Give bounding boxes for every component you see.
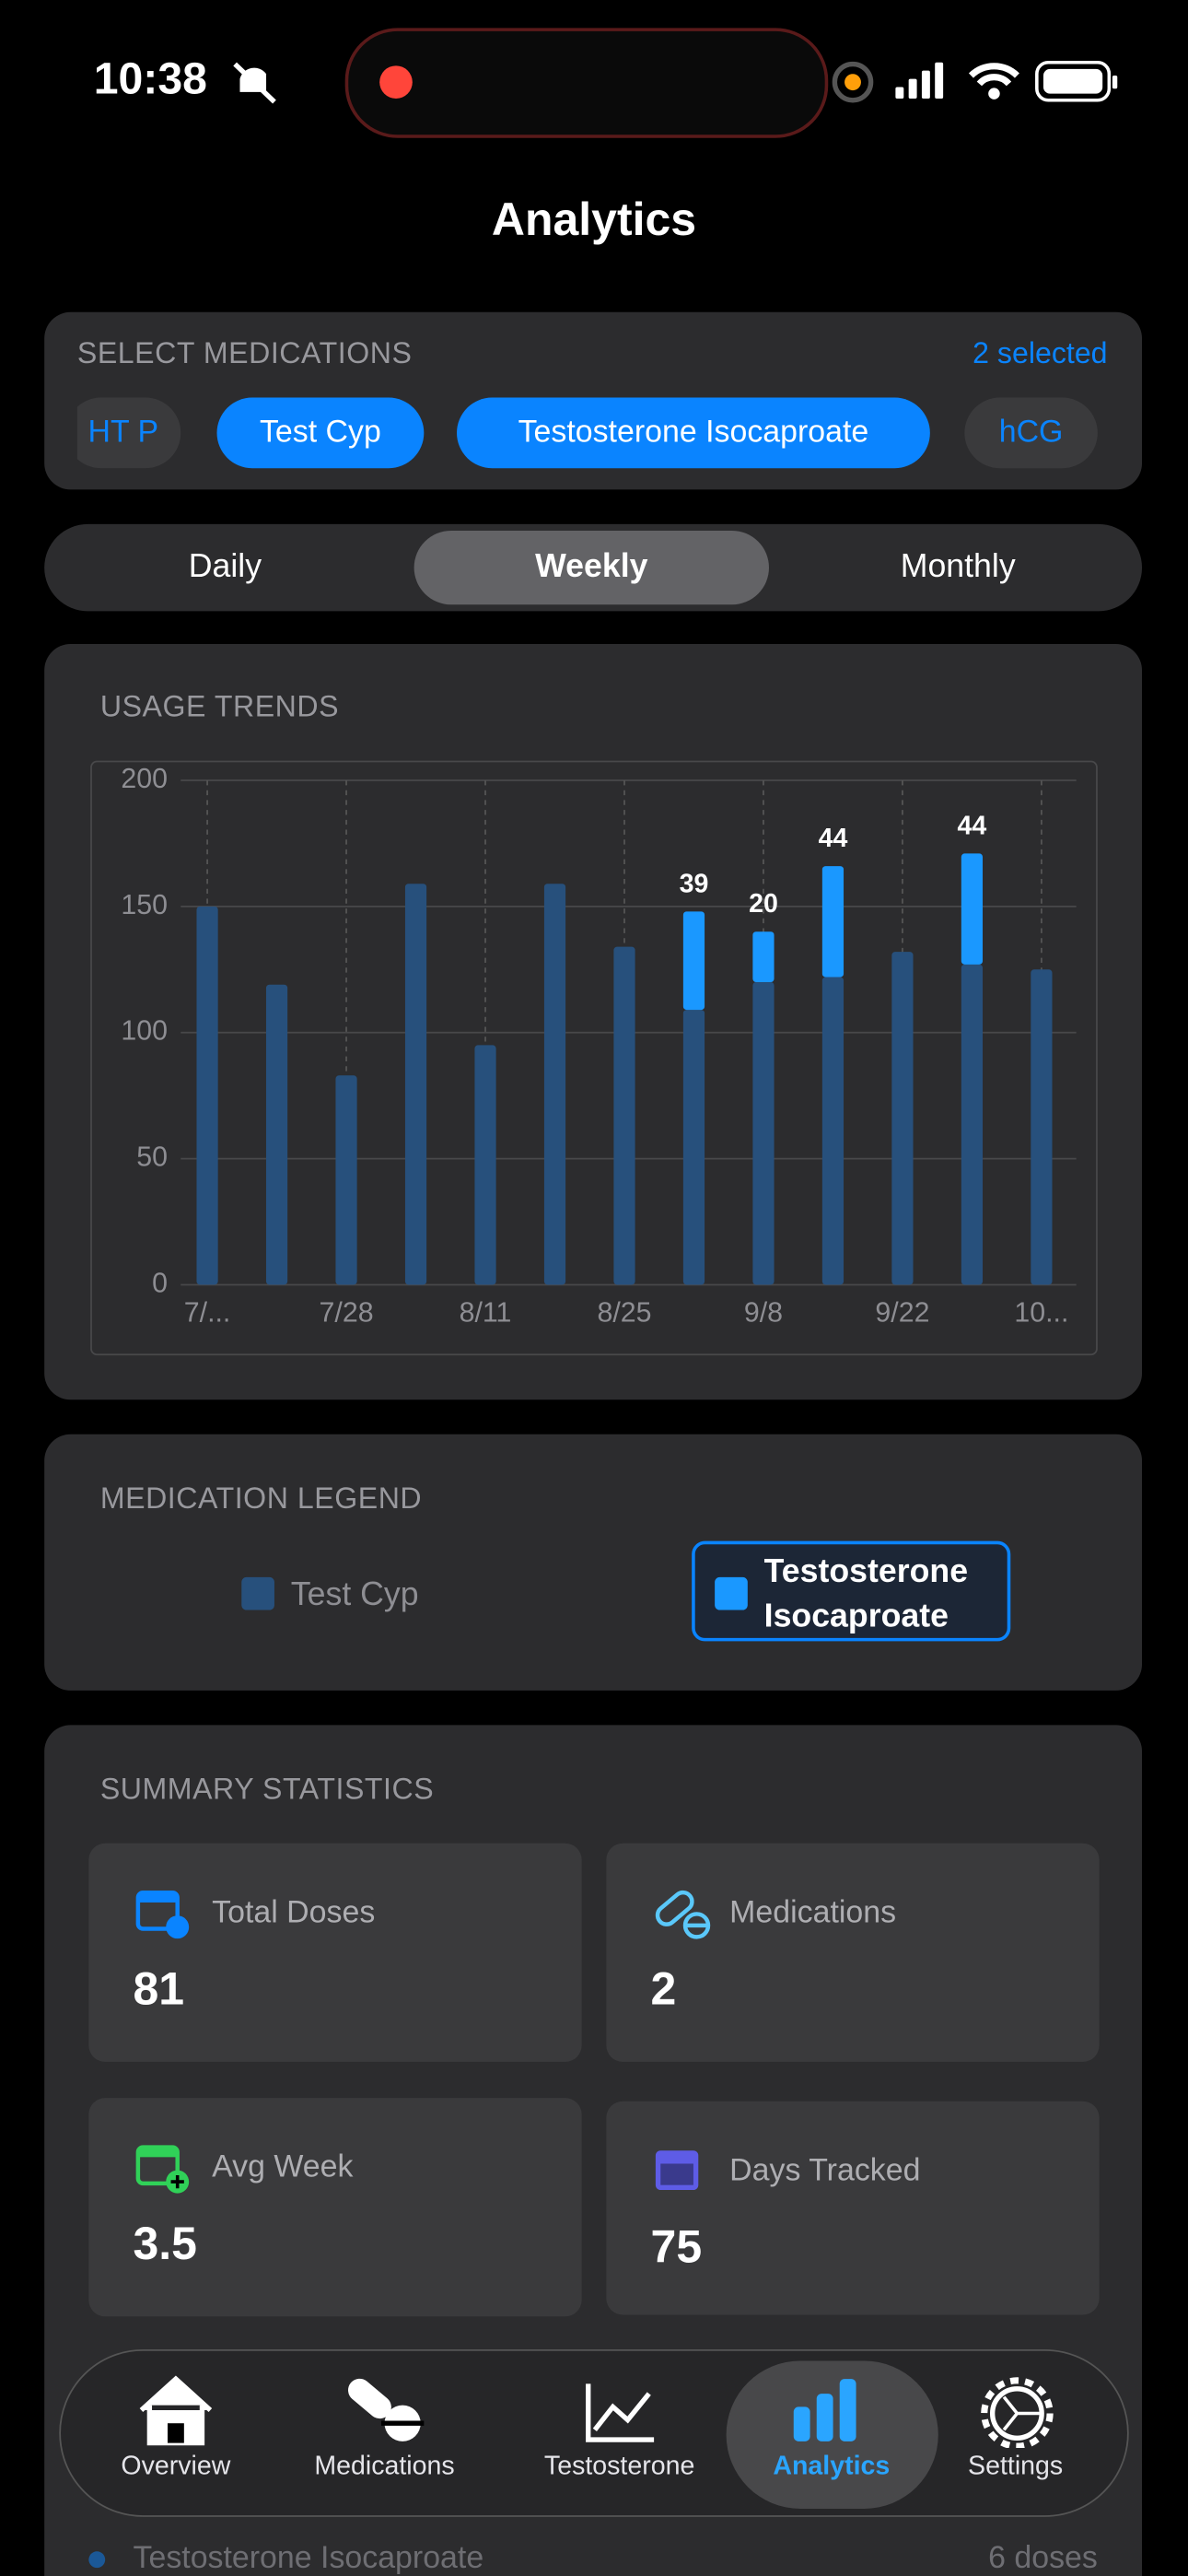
legend-swatch	[241, 1576, 274, 1610]
bar-segment	[891, 952, 914, 1285]
bar-segment	[404, 884, 427, 1285]
legend-swatch	[715, 1576, 748, 1610]
stat-card: Total Doses 81	[88, 1843, 582, 2062]
stat-card: Days Tracked 75	[606, 2101, 1100, 2315]
medication-chip[interactable]: Testosterone Isocaproate	[457, 397, 930, 469]
stat-icon	[135, 1891, 190, 1939]
stat-label: Total Doses	[212, 1895, 376, 1931]
bar-segment	[613, 946, 635, 1285]
legend-label[interactable]: Testosterone Isocaproate	[763, 1553, 969, 1635]
tab-bar	[59, 2348, 1129, 2517]
bar-segment	[196, 906, 218, 1285]
x-tick-label: 10...	[1014, 1298, 1068, 1329]
page-title: Analytics	[491, 193, 697, 245]
chart-frame	[90, 760, 1098, 1356]
x-tick-label: 9/22	[875, 1298, 929, 1329]
selector-label: SELECT MEDICATIONS	[76, 336, 413, 370]
tab-label[interactable]: Settings	[968, 2453, 1064, 2481]
legend-label[interactable]: Test Cyp	[290, 1576, 419, 1614]
y-tick-label: 150	[121, 890, 168, 920]
bar-segment	[821, 977, 844, 1285]
stat-icon	[655, 1890, 711, 1939]
status-icons	[832, 60, 1118, 103]
stat-value: 3.5	[133, 2218, 197, 2269]
list-dot	[88, 2551, 106, 2569]
period-option[interactable]: Weekly	[413, 530, 770, 605]
bar-segment	[474, 1045, 496, 1285]
tab-label[interactable]: Testosterone	[543, 2453, 695, 2481]
bar-segment	[265, 984, 288, 1285]
x-tick-label: 8/25	[597, 1298, 651, 1329]
data-label: 39	[680, 869, 709, 898]
recent-name: Testosterone Isocaproate	[133, 2541, 484, 2576]
stat-card: Avg Week 3.5	[88, 2098, 582, 2317]
tab-label[interactable]: Overview	[121, 2453, 231, 2481]
period-option[interactable]: Daily	[188, 548, 262, 585]
stat-icon	[135, 2145, 190, 2194]
tab-label[interactable]: Analytics	[773, 2453, 891, 2481]
stat-value: 2	[650, 1962, 677, 2015]
stat-label: Avg Week	[212, 2150, 354, 2185]
bar-segment	[682, 1010, 705, 1285]
bar-segment	[335, 1075, 357, 1285]
bar-segment	[752, 981, 775, 1285]
medication-chip[interactable]: Test Cyp	[216, 397, 425, 469]
x-tick-label: 9/8	[744, 1298, 783, 1329]
status-time: 10:38	[93, 53, 207, 104]
chart-title: USAGE TRENDS	[99, 689, 340, 723]
tab-label[interactable]: Medications	[314, 2453, 455, 2481]
x-tick-label: 7/28	[320, 1298, 374, 1329]
data-label: 20	[749, 889, 778, 919]
stat-value: 75	[650, 2220, 703, 2273]
bar-segment	[1031, 969, 1053, 1285]
y-tick-label: 100	[121, 1016, 168, 1047]
bar-segment	[682, 911, 705, 1011]
bar-segment	[961, 853, 984, 965]
dynamic-island	[344, 28, 829, 138]
bar-segment	[821, 866, 844, 978]
record-dot	[379, 65, 413, 99]
stat-icon	[655, 2150, 699, 2191]
summary-title: SUMMARY STATISTICS	[99, 1773, 435, 1806]
recent-value: 6 doses	[988, 2541, 1098, 2576]
tab-icons	[139, 2375, 1054, 2448]
y-tick-label: 50	[136, 1142, 168, 1173]
stat-card: Medications 2	[606, 1843, 1100, 2062]
bar-segment	[752, 931, 775, 982]
bar-segment	[961, 964, 984, 1285]
stat-label: Days Tracked	[729, 2153, 921, 2189]
y-tick-label: 0	[152, 1268, 168, 1298]
period-option[interactable]: Monthly	[900, 548, 1016, 585]
data-label: 44	[958, 811, 987, 840]
selected-count: 2 selected	[973, 336, 1108, 370]
x-tick-label: 7/...	[184, 1298, 231, 1329]
medication-chip[interactable]: HT P	[76, 397, 181, 469]
silent-icon	[233, 62, 276, 104]
legend-title: MEDICATION LEGEND	[99, 1481, 423, 1516]
usage-card	[44, 644, 1143, 1400]
chart: 0 50 100 150 200 7/... 7/28 8/11 8/25 9/8 9/22 10..…	[121, 764, 1077, 1329]
bar-segment	[543, 884, 566, 1285]
x-tick-label: 8/11	[460, 1298, 512, 1329]
medication-chip[interactable]: hCG	[964, 397, 1098, 469]
stat-value: 81	[133, 1962, 185, 2015]
data-label: 44	[819, 824, 848, 853]
y-tick-label: 200	[121, 764, 168, 794]
stat-label: Medications	[729, 1895, 897, 1931]
